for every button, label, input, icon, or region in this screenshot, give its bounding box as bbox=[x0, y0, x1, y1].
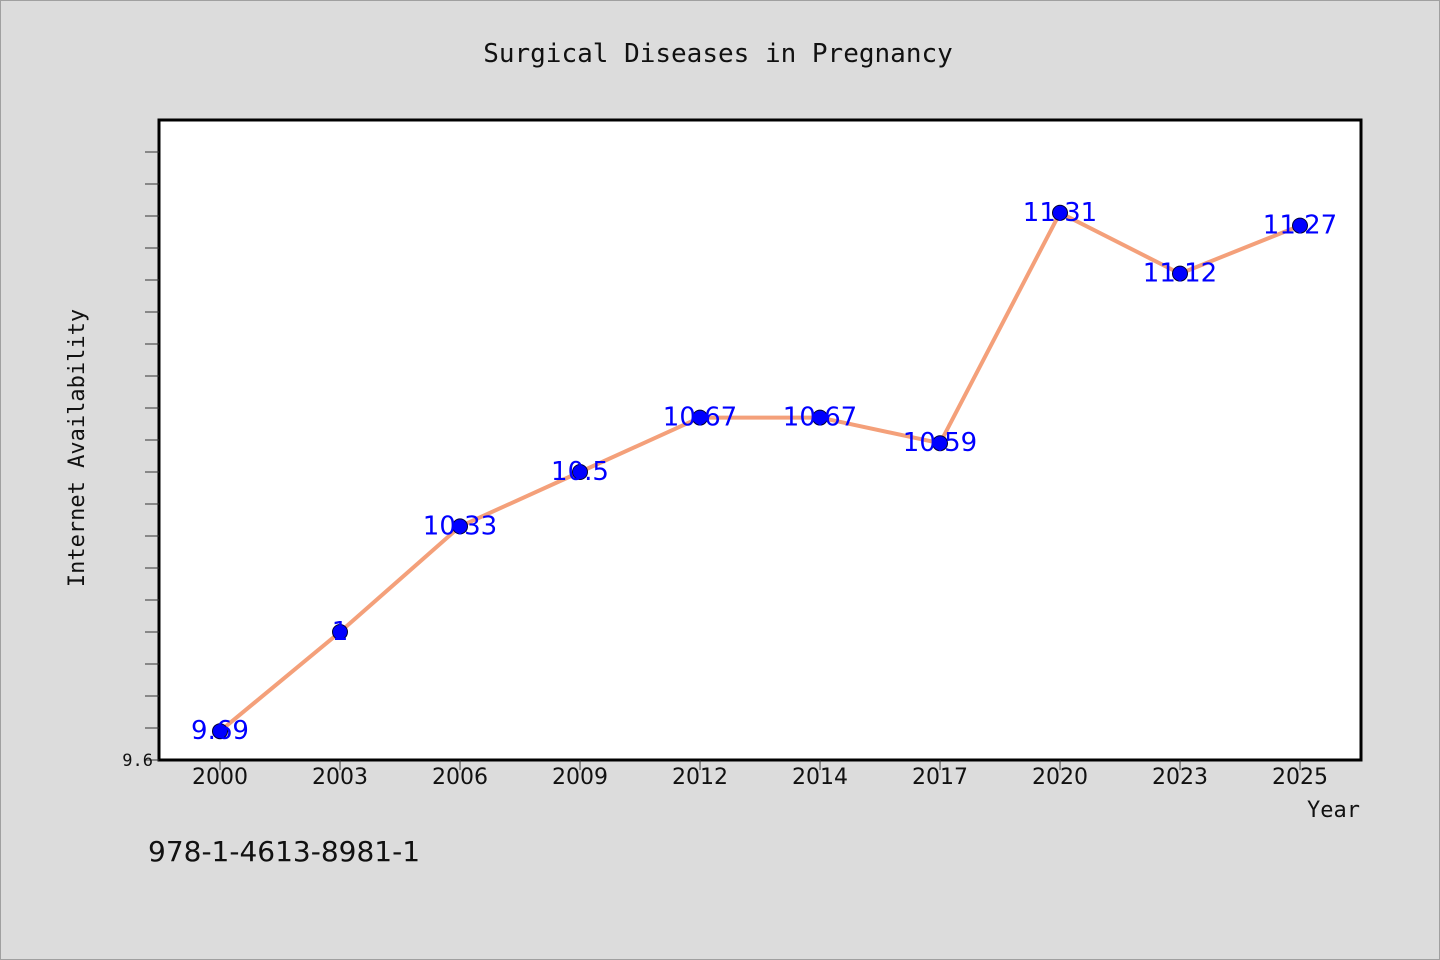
series-line-group bbox=[212, 204, 1308, 740]
data-label: 11.27 bbox=[1263, 211, 1337, 241]
data-point bbox=[932, 435, 948, 452]
data-point bbox=[212, 723, 228, 740]
data-point bbox=[1052, 204, 1068, 221]
data-label: 11.31 bbox=[1023, 198, 1097, 228]
y-axis-title: Internet Availability bbox=[65, 309, 90, 587]
x-tick-label: 2000 bbox=[192, 765, 248, 790]
data-point bbox=[1292, 217, 1308, 234]
data-label: 10.67 bbox=[663, 403, 737, 433]
data-label: 10.59 bbox=[903, 428, 977, 458]
series-line bbox=[218, 210, 1301, 733]
x-tick-label: 2017 bbox=[912, 765, 968, 790]
x-tick-label: 2012 bbox=[672, 765, 728, 790]
data-point bbox=[332, 624, 348, 640]
x-tick-label: 2023 bbox=[1152, 765, 1208, 790]
y-tick-label: 9.6 bbox=[122, 751, 153, 771]
x-tick-label: 2014 bbox=[792, 765, 848, 790]
data-label: 10.33 bbox=[423, 511, 497, 541]
data-point bbox=[1172, 265, 1188, 282]
x-axis-title: Year bbox=[1307, 798, 1360, 823]
data-point bbox=[692, 409, 708, 426]
footer-identifier: 978-1-4613-8981-1 bbox=[148, 835, 421, 868]
x-tick-label: 2006 bbox=[432, 765, 488, 790]
data-label: 1 bbox=[332, 617, 349, 647]
plot-area bbox=[157, 118, 1363, 762]
data-point bbox=[572, 464, 588, 480]
data-label: 10.5 bbox=[551, 457, 609, 487]
y-axis-ticks: 9.6 bbox=[122, 151, 159, 771]
x-tick-label: 2020 bbox=[1032, 765, 1088, 790]
x-tick-label: 2009 bbox=[552, 765, 608, 790]
x-axis-ticks: 2000 2003 2006 2009 2012 2014 2017 2020 2023 2025 bbox=[192, 760, 1328, 790]
x-tick-label: 2025 bbox=[1272, 765, 1328, 790]
data-label: 9.69 bbox=[191, 716, 249, 746]
data-point bbox=[452, 518, 468, 535]
data-labels-group: 9.69 1 10.33 10.5 10.67 10.67 10.59 11.31 11.12 1… bbox=[191, 198, 1337, 746]
data-label: 10.67 bbox=[783, 403, 857, 433]
data-label: 11.12 bbox=[1143, 259, 1217, 289]
data-point bbox=[812, 409, 828, 426]
x-tick-label: 2003 bbox=[312, 765, 368, 790]
chart-title: Surgical Diseases in Pregnancy bbox=[483, 39, 953, 69]
